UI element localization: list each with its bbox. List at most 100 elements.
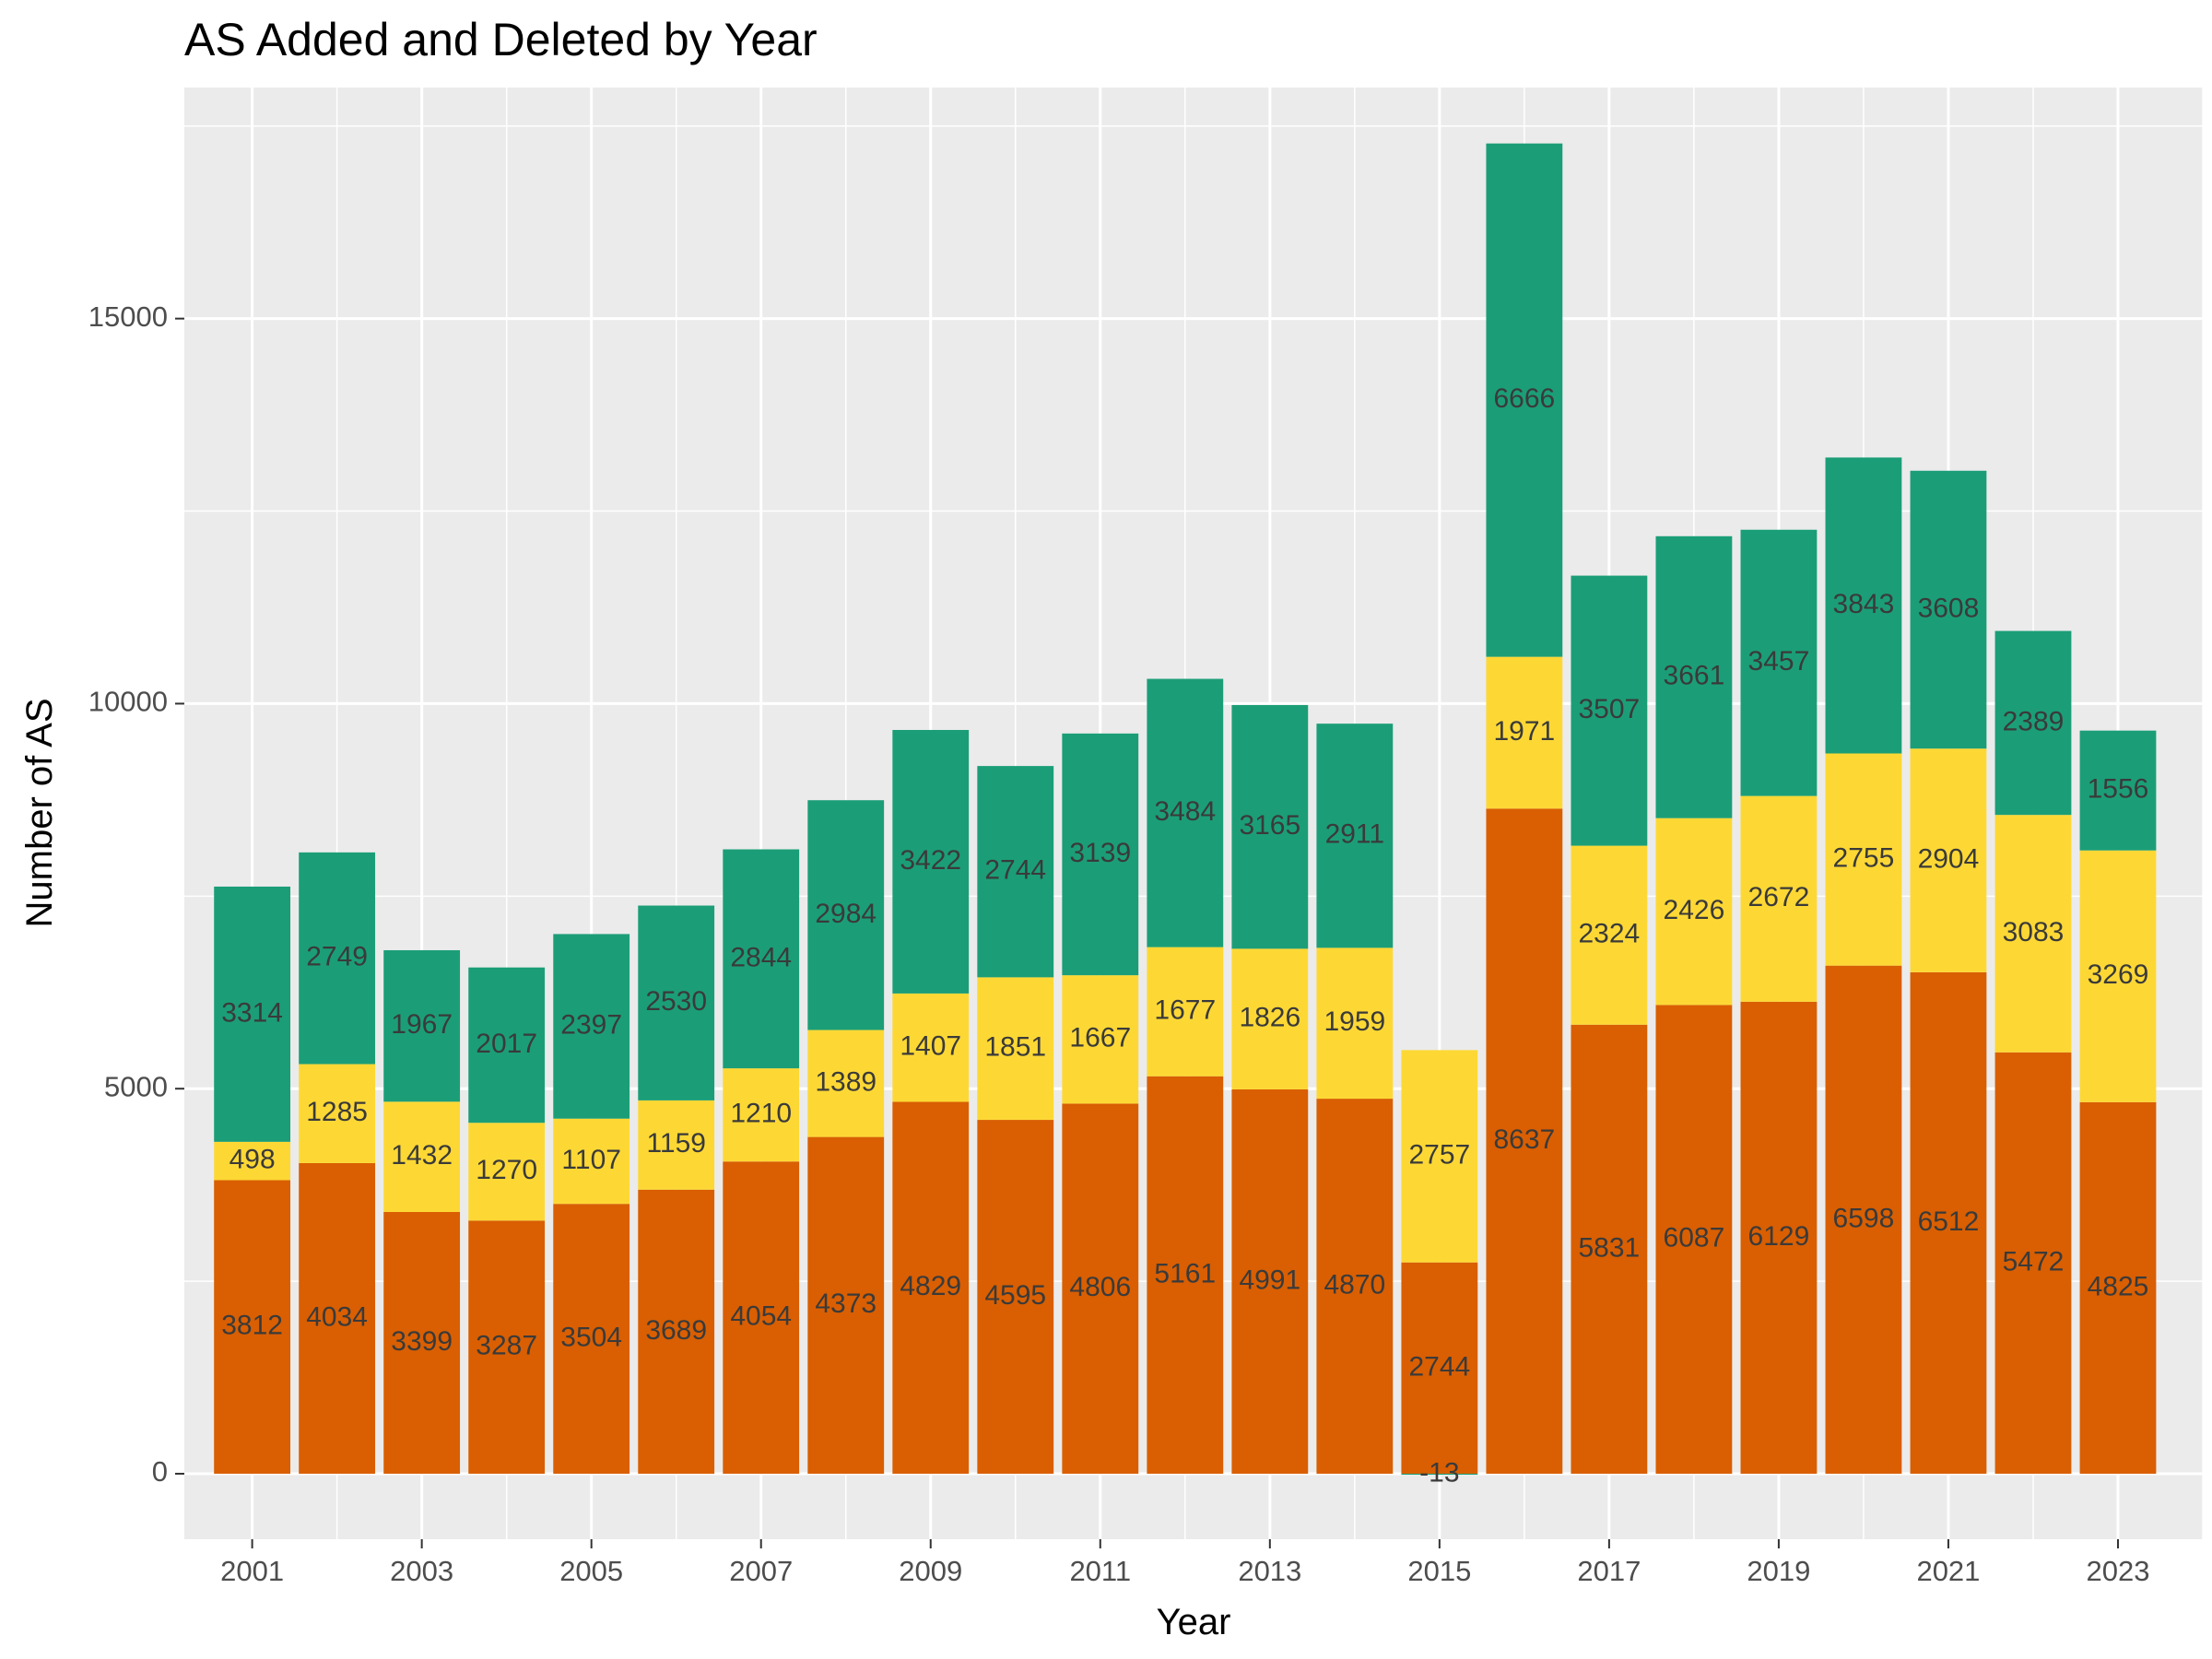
bar-value-label: 4806 — [1069, 1272, 1131, 1302]
bar-value-label: 1851 — [984, 1032, 1046, 1063]
bar-segment — [1910, 470, 1987, 749]
bar-value-label: 2749 — [306, 942, 368, 972]
bar-value-label: 4870 — [1324, 1269, 1385, 1300]
bar-value-label: 5831 — [1579, 1232, 1641, 1263]
x-tick-label: 2021 — [1916, 1555, 1980, 1587]
bar-value-label: 2757 — [1408, 1139, 1470, 1170]
bar-segment — [468, 967, 546, 1124]
bar-value-label: 2904 — [1918, 843, 1980, 874]
bar-value-label: 2324 — [1579, 919, 1641, 949]
bar-segment — [2079, 730, 2157, 851]
bar-segment — [299, 852, 376, 1065]
x-tick-label: 2009 — [899, 1555, 962, 1587]
bar-segment — [1231, 948, 1309, 1089]
bar-value-label: 8637 — [1493, 1124, 1555, 1155]
bar-segment — [1147, 1076, 1224, 1474]
bar-value-label: 6087 — [1664, 1223, 1725, 1253]
bar-value-label: 2744 — [1408, 1351, 1470, 1382]
bar-value-label: 3689 — [645, 1315, 707, 1346]
bar-value-label: 4825 — [2088, 1271, 2149, 1301]
bar-value-label: 1959 — [1324, 1006, 1385, 1037]
bar-segment — [1910, 748, 1987, 972]
x-tick-label: 2005 — [559, 1555, 623, 1587]
bar-segment — [723, 849, 800, 1069]
bar-value-label: 6598 — [1833, 1203, 1895, 1233]
bar-value-label: 1389 — [815, 1066, 877, 1097]
bar-value-label: 3608 — [1918, 593, 1980, 623]
bar-segment — [1401, 1262, 1478, 1474]
bar-value-label: 6666 — [1493, 383, 1555, 414]
x-tick-label: 2001 — [220, 1555, 284, 1587]
bar-segment — [807, 800, 885, 1030]
bar-segment — [1062, 1103, 1139, 1474]
bar-segment — [1316, 947, 1394, 1100]
bar-segment — [299, 1162, 376, 1474]
x-tick-label: 2023 — [2086, 1555, 2149, 1587]
bar-segment — [1571, 845, 1648, 1025]
bar-segment — [807, 1136, 885, 1474]
bar-segment — [1231, 1088, 1309, 1474]
bar-value-label: 1285 — [306, 1097, 368, 1127]
bar-value-label: 2426 — [1664, 895, 1725, 925]
bar-segment — [1401, 1050, 1478, 1263]
bar-value-label: 3457 — [1748, 646, 1810, 677]
y-axis: 0 5000 10000 15000 — [88, 300, 184, 1488]
bar-value-label: 2844 — [730, 942, 792, 972]
bar-value-label: 2530 — [645, 986, 707, 1017]
bar-segment — [1316, 724, 1394, 948]
bar-value-label: 1971 — [1493, 716, 1555, 747]
bar-segment — [383, 1101, 461, 1212]
bar-value-label: 3399 — [391, 1326, 453, 1357]
bar-value-label: 3484 — [1154, 796, 1216, 827]
bar-segment — [1994, 630, 2072, 816]
bar-value-label: 2911 — [1325, 819, 1385, 850]
bar-value-label: 2672 — [1748, 882, 1810, 912]
bar-segment — [892, 1101, 970, 1474]
y-tick-label: 10000 — [88, 686, 168, 718]
bar-segment — [1740, 1001, 1818, 1474]
x-axis: 2001 2003 2005 2007 2009 2011 2013 2015 2017 2019… — [220, 1539, 2149, 1587]
bar-segment — [1486, 143, 1563, 657]
bar-segment — [1486, 656, 1563, 809]
bar-value-label: 1270 — [476, 1155, 537, 1185]
bar-segment — [468, 1123, 546, 1221]
bar-segment — [1655, 818, 1733, 1006]
bar-segment — [553, 934, 630, 1119]
bar-value-label: 5472 — [2003, 1246, 2065, 1277]
bar-segment — [892, 730, 970, 994]
bar-value-label: 3422 — [900, 845, 961, 876]
bar-segment — [1910, 971, 1987, 1474]
bar-segment — [1994, 815, 2072, 1053]
bar-segment — [1571, 575, 1648, 846]
bar-value-label: 1407 — [900, 1031, 961, 1062]
bar-segment — [1401, 1473, 1478, 1476]
bar-segment — [1571, 1024, 1648, 1474]
bar-segment — [214, 1180, 291, 1474]
bar-segment — [892, 993, 970, 1102]
x-tick-label: 2011 — [1069, 1555, 1131, 1587]
bar-value-label: 4373 — [815, 1288, 877, 1319]
bar-value-label: 2755 — [1833, 843, 1895, 874]
bar-value-label: 1159 — [646, 1128, 706, 1159]
x-tick-label: 2007 — [729, 1555, 793, 1587]
bar-value-label: 3083 — [2003, 917, 2065, 947]
bar-value-label: 3812 — [221, 1311, 283, 1341]
chart-title: AS Added and Deleted by Year — [184, 14, 818, 65]
bar-value-label: 3661 — [1664, 661, 1725, 691]
bar-value-label: -13 — [1419, 1457, 1459, 1488]
x-tick-label: 2019 — [1747, 1555, 1810, 1587]
bar-value-label: 4054 — [730, 1301, 792, 1332]
bar-segment — [1486, 808, 1563, 1474]
bar-segment — [1740, 795, 1818, 1002]
bar-segment — [1994, 1052, 2072, 1474]
bar-value-label: 4991 — [1239, 1265, 1300, 1295]
bar-segment — [383, 949, 461, 1102]
bar-segment — [977, 1120, 1054, 1474]
bar-segment — [1740, 529, 1818, 796]
bar-value-label: 4829 — [900, 1271, 961, 1301]
bar-segment — [2079, 850, 2157, 1102]
bar-value-label: 3504 — [560, 1323, 622, 1353]
bar-segment — [383, 1211, 461, 1474]
bar-segment — [1825, 457, 1902, 754]
